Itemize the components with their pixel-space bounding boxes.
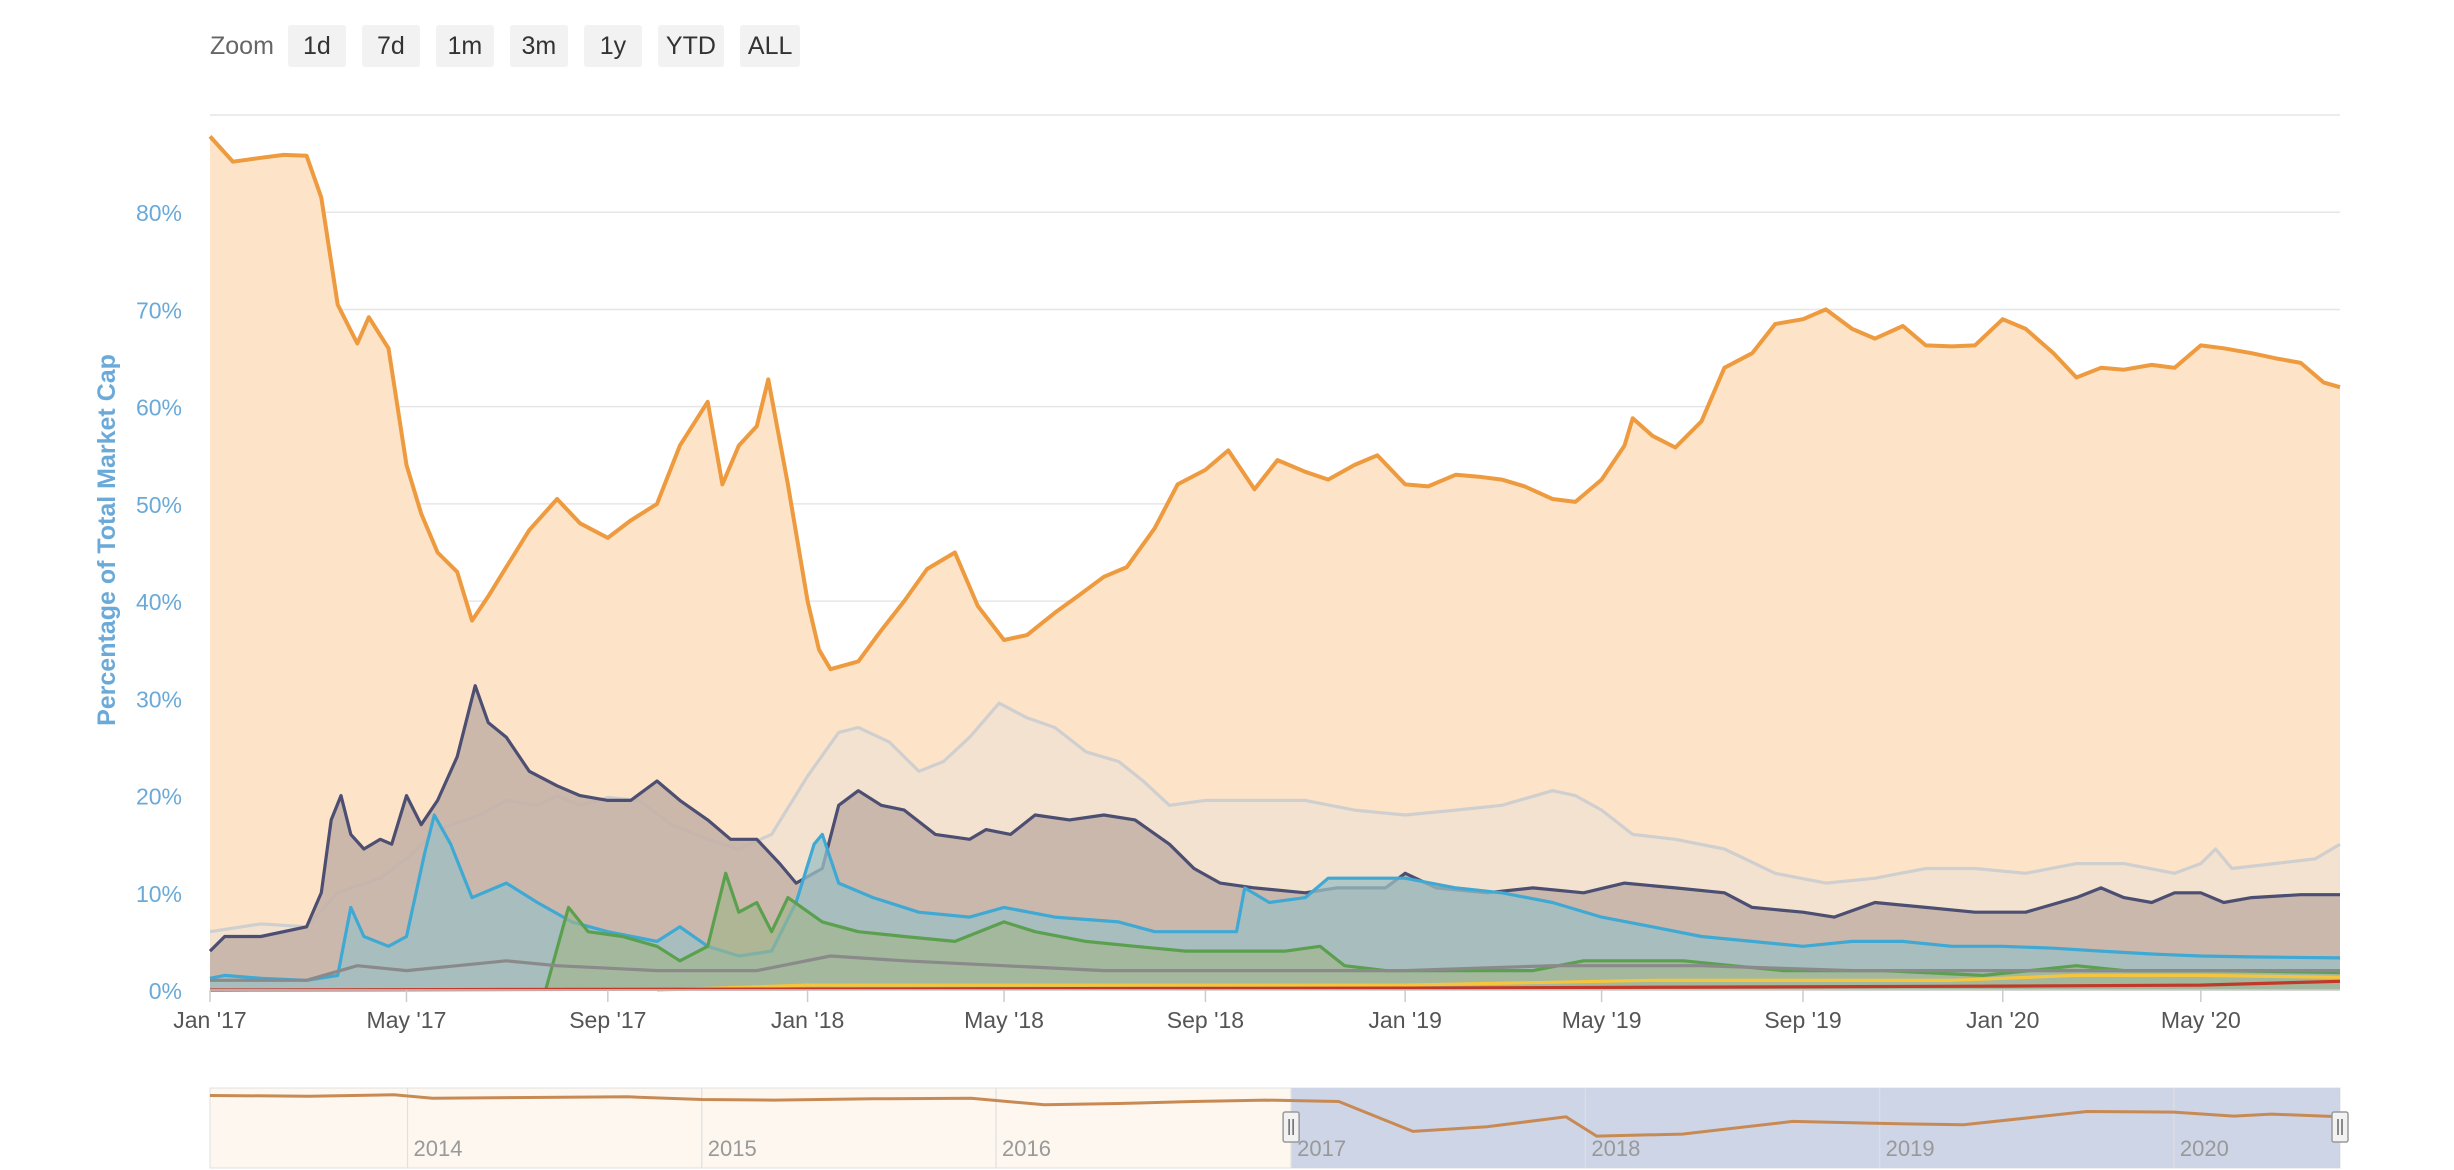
navigator-tick-label: 2016 [1002,1136,1051,1161]
x-tick-label: May '19 [1562,1007,1642,1033]
zoom-toolbar: Zoom 1d 7d 1m 3m 1y YTD ALL [210,24,816,68]
navigator-left-handle[interactable] [1282,1111,1300,1143]
series-line-xrp[interactable] [209,813,2341,982]
zoom-7d-button[interactable]: 7d [361,25,420,67]
series-line-ada[interactable] [656,973,2341,992]
navigator-tick-label: 2019 [1886,1136,1935,1161]
zoom-label: Zoom [210,31,274,60]
y-tick-label: 50% [136,492,182,518]
y-tick-label: 20% [136,784,182,810]
zoom-3m-button[interactable]: 3m [509,25,568,67]
x-tick-label: Jan '19 [1368,1007,1441,1033]
x-tick-label: Sep '18 [1167,1007,1244,1033]
navigator-tick-label: 2020 [2180,1136,2229,1161]
series-line-link[interactable] [209,979,2341,992]
x-tick-label: Jan '20 [1966,1007,2039,1033]
zoom-1m-button[interactable]: 1m [435,25,494,67]
x-tick-label: Jan '18 [771,1007,844,1033]
y-tick-label: 80% [136,200,182,226]
y-tick-label: 40% [136,589,182,615]
x-tick-label: May '17 [367,1007,447,1033]
zoom-1y-button[interactable]: 1y [583,25,642,67]
y-tick-label: 10% [136,881,182,907]
zoom-1d-button[interactable]: 1d [287,25,346,67]
x-tick-label: Jan '17 [173,1007,246,1033]
zoom-all-button[interactable]: ALL [739,25,801,67]
navigator-tick-label: 2018 [1591,1136,1640,1161]
navigator-right-handle[interactable] [2331,1111,2349,1143]
x-tick-label: Sep '19 [1764,1007,1841,1033]
zoom-ytd-button[interactable]: YTD [657,25,724,67]
series-line-eth[interactable] [208,684,2340,953]
navigator-series-line [209,1093,2341,1138]
series-line-minor_grey[interactable] [210,954,2340,982]
y-tick-label: 60% [136,395,182,421]
series-layer [208,135,2341,992]
series-area-bch [545,873,2340,990]
x-tick-label: Sep '17 [569,1007,646,1033]
y-tick-label: 30% [136,686,182,712]
navigator[interactable]: 2014 2015 2016 2017 2018 2019 2020 [209,1087,2349,1169]
y-axis-title: Percentage of Total Market Cap [93,354,121,726]
navigator-tick-label: 2017 [1297,1136,1346,1161]
axes: 0% 10% 20% 30% 40% 50% 60% 70% 80% Jan '17 May '17… [136,200,2340,1033]
navigator-tick-label: 2015 [708,1136,757,1161]
series-line-btc[interactable] [208,135,2341,672]
navigator-tick-label: 2014 [414,1136,463,1161]
series-area-btc [210,136,2340,990]
x-tick-label: May '20 [2161,1007,2241,1033]
y-tick-label: 0% [149,978,182,1004]
x-tick-label: May '18 [964,1007,1044,1033]
y-tick-label: 70% [136,297,182,323]
